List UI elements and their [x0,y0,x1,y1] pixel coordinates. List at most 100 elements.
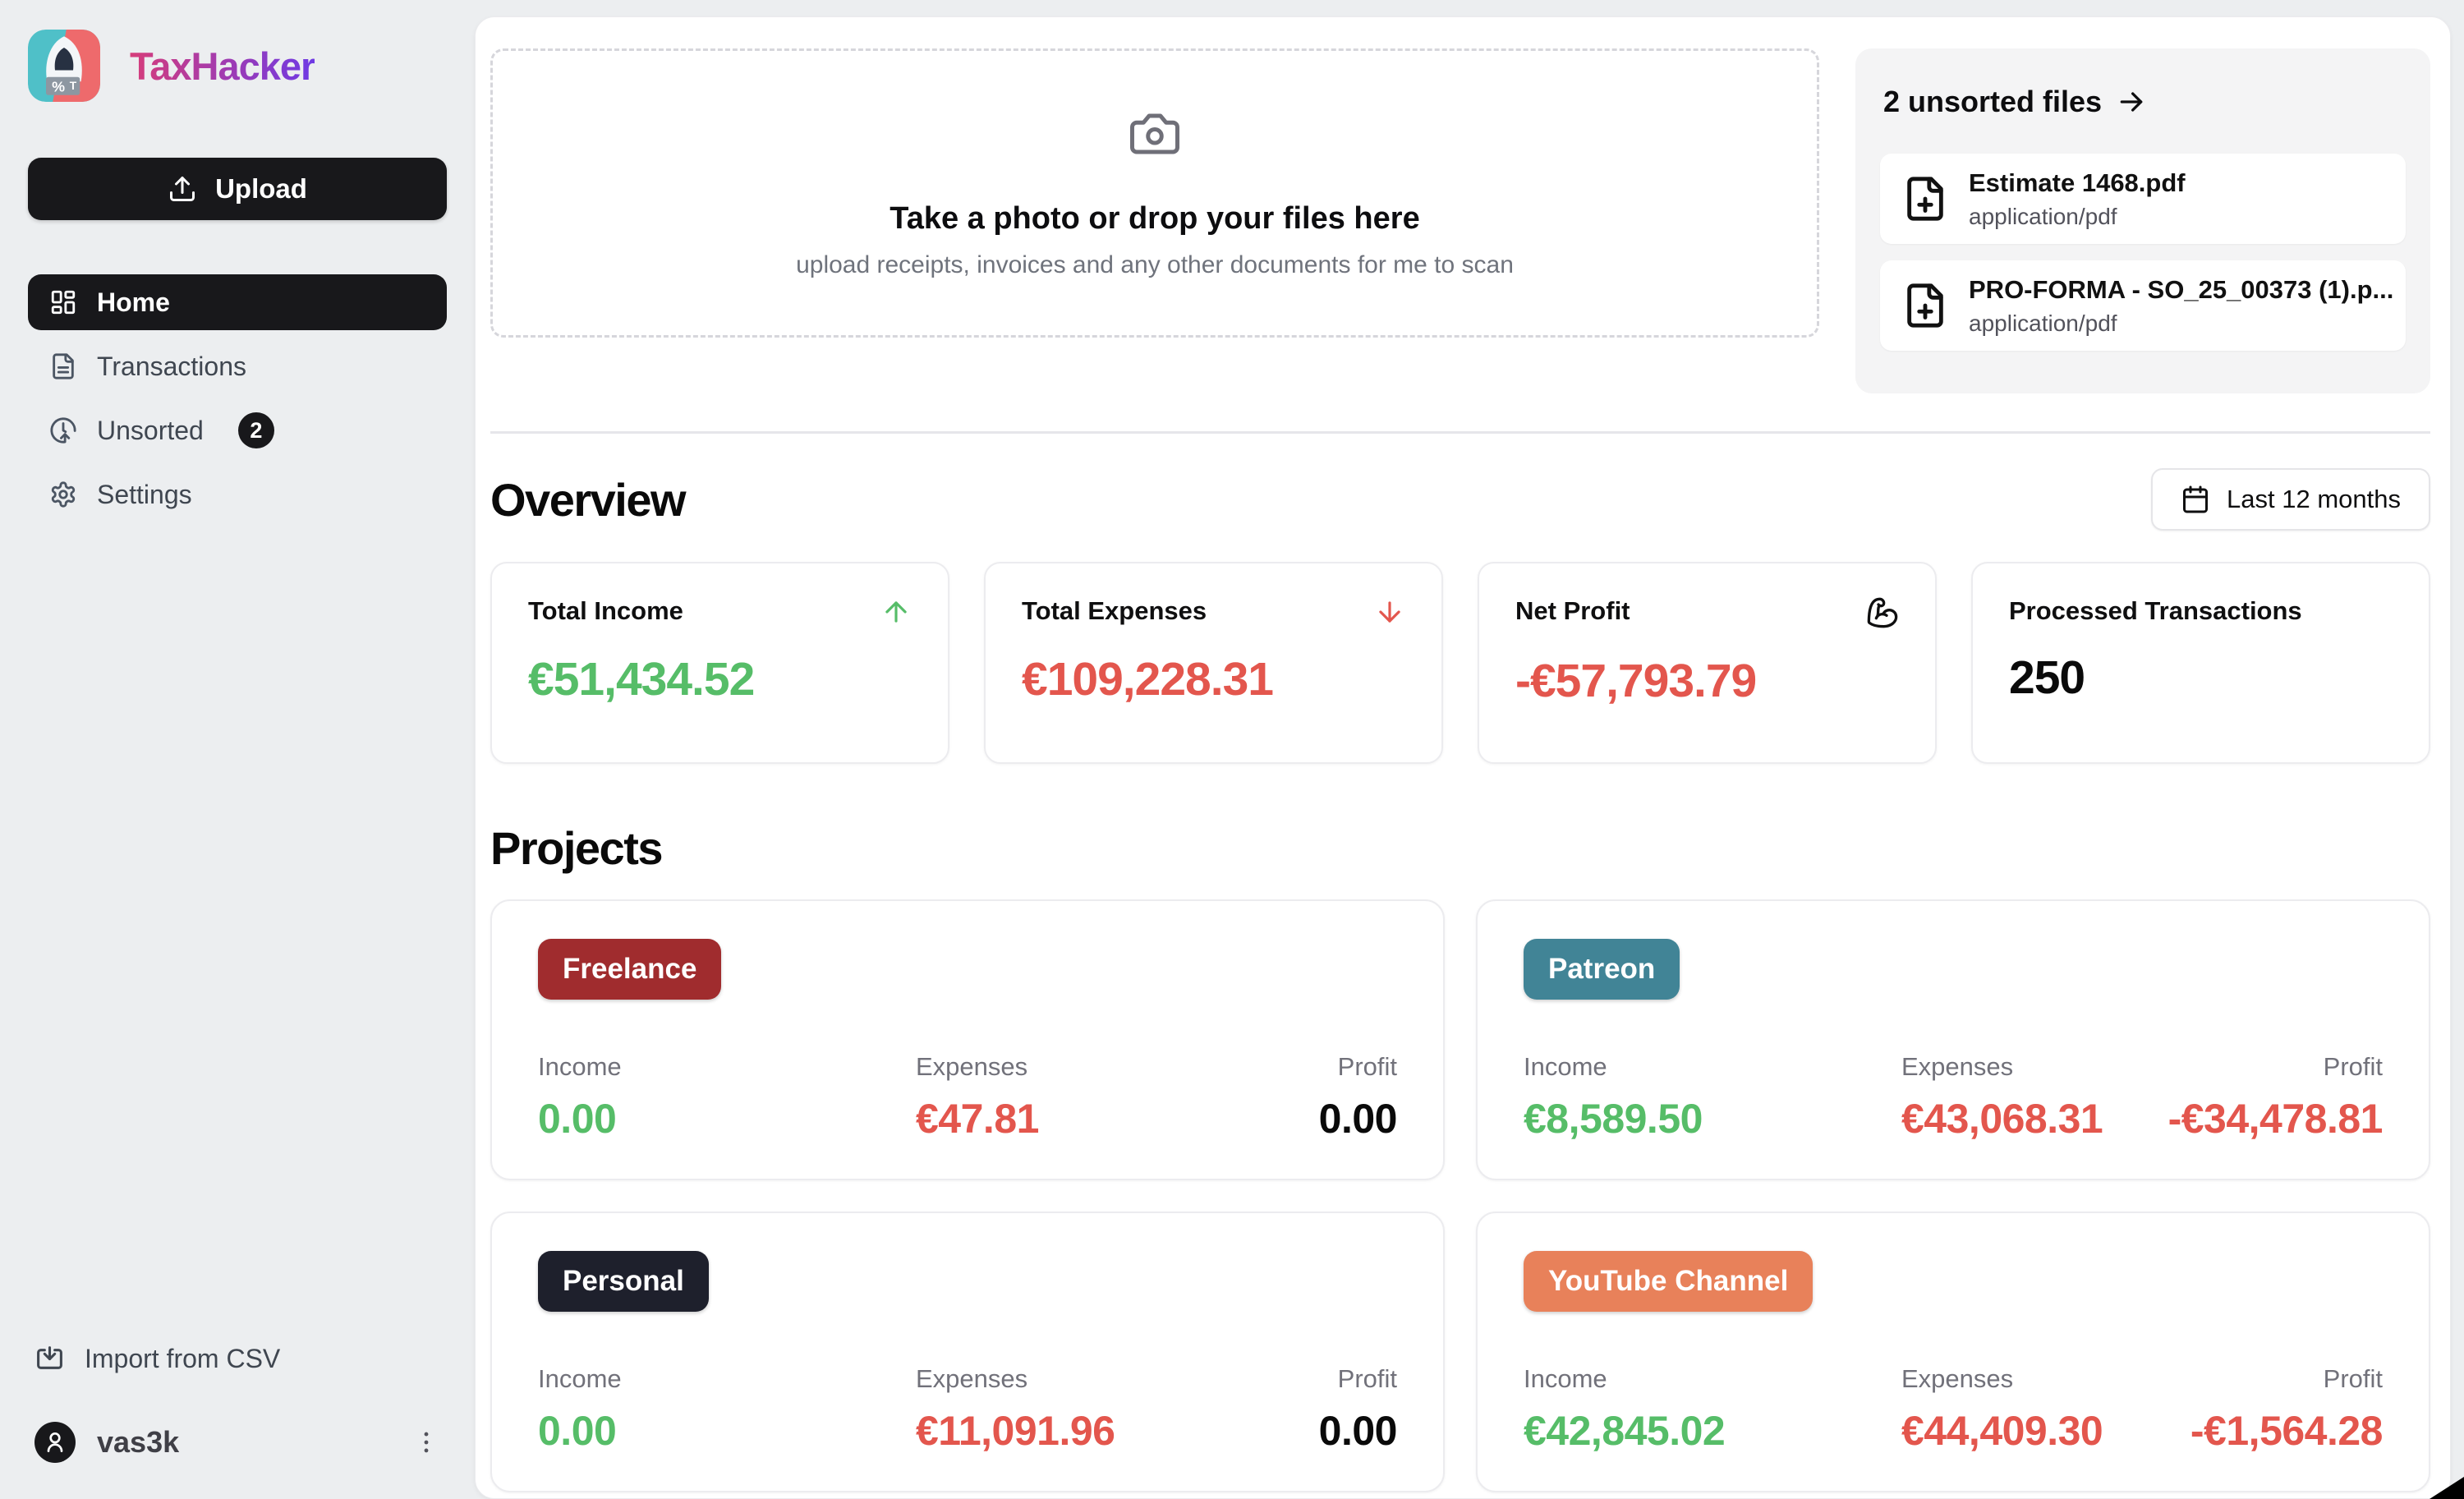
projects-grid: Freelance Income 0.00 Expenses €47.81 Pr… [490,899,2430,1492]
file-card[interactable]: PRO-FORMA - SO_25_00373 (1).p... applica… [1880,260,2406,351]
user-row[interactable]: vas3k [28,1422,447,1463]
project-profit: Profit 0.00 [1318,1364,1398,1455]
expenses-label: Expenses [916,1052,1028,1081]
file-dropzone[interactable]: Take a photo or drop your files here upl… [490,48,1819,338]
period-selector-button[interactable]: Last 12 months [2151,468,2430,531]
stat-value: -€57,793.79 [1515,655,1757,707]
file-plus-icon [1901,282,1949,329]
sidebar-item-unsorted[interactable]: Unsorted 2 [28,402,447,458]
expenses-value: €44,409.30 [1901,1408,2103,1454]
sidebar-item-label: Unsorted [97,415,204,445]
dropzone-title: Take a photo or drop your files here [890,201,1420,236]
file-type: application/pdf [1969,203,2117,229]
clock-arrow-up-icon [49,416,77,444]
expenses-label: Expenses [1901,1052,2014,1081]
stat-value: €109,228.31 [1022,653,1274,706]
stat-value: €51,434.52 [528,653,755,706]
stat-card-processed-transactions: Processed Transactions 250 [1971,562,2430,764]
profit-value: 0.00 [1318,1096,1398,1142]
stat-label: Total Income [528,596,683,625]
project-expenses: Expenses €43,068.31 [1901,1052,2168,1143]
project-profit: Profit 0.00 [1318,1052,1398,1143]
arrow-up-icon [880,596,912,628]
unsorted-files-link[interactable]: 2 unsorted files [1883,85,2406,119]
project-badge[interactable]: Freelance [538,939,722,1000]
project-card-personal: Personal Income 0.00 Expenses €11,091.96… [490,1212,1445,1492]
svg-text:%: % [52,79,65,95]
project-card-freelance: Freelance Income 0.00 Expenses €47.81 Pr… [490,899,1445,1180]
unsorted-files-title: 2 unsorted files [1883,85,2103,118]
stat-card-total-expenses: Total Expenses €109,228.31 [984,562,1443,764]
sidebar-item-label: Transactions [97,351,246,381]
unsorted-files-panel: 2 unsorted files Estimate 1468.pdf appli… [1855,48,2430,393]
expenses-label: Expenses [916,1364,1028,1393]
stat-card-net-profit: Net Profit -€57,793.79 [1478,562,1937,764]
project-expenses: Expenses €11,091.96 [916,1364,1319,1455]
sidebar-nav: Home Transactions Unsorted 2 Settings [28,274,447,522]
taxhacker-logo-image: % T [28,30,100,102]
project-badge[interactable]: Personal [538,1251,709,1312]
project-income: Income €8,589.50 [1524,1052,1901,1143]
projects-heading: Projects [490,822,664,874]
sidebar-item-settings[interactable]: Settings [28,467,447,522]
arrow-right-icon [2120,92,2143,112]
sidebar-spacer [28,522,447,1344]
sidebar-item-transactions[interactable]: Transactions [28,338,447,394]
sidebar: % T TaxHacker Upload Home [0,0,475,1499]
project-badge[interactable]: YouTube Channel [1524,1251,1814,1312]
file-name: PRO-FORMA - SO_25_00373 (1).p... [1969,274,2394,304]
profit-value: -€34,478.81 [2167,1096,2384,1142]
stat-label: Total Expenses [1022,596,1207,625]
upload-button[interactable]: Upload [28,158,447,220]
project-profit: Profit -€1,564.28 [2190,1364,2384,1455]
stat-value: 250 [2009,651,2085,704]
project-card-youtube-channel: YouTube Channel Income €42,845.02 Expens… [1476,1212,2430,1492]
income-value: €42,845.02 [1524,1408,1726,1454]
project-badge[interactable]: Patreon [1524,939,1680,1000]
file-card-text: PRO-FORMA - SO_25_00373 (1).p... applica… [1969,275,2393,337]
dropzone-subtitle: upload receipts, invoices and any other … [796,251,1514,278]
unsorted-count-badge: 2 [237,412,274,448]
upload-button-label: Upload [215,173,307,204]
camera-icon [1128,107,1182,165]
project-income: Income €42,845.02 [1524,1364,1901,1455]
file-plus-icon [1901,175,1949,223]
brand: % T TaxHacker [28,30,447,102]
dashboard-icon [49,288,77,316]
import-csv-button[interactable]: Import from CSV [28,1344,447,1374]
avatar [34,1422,76,1463]
sidebar-item-label: Settings [97,479,192,509]
file-text-icon [49,352,77,380]
profit-value: 0.00 [1318,1408,1398,1454]
project-card-patreon: Patreon Income €8,589.50 Expenses €43,06… [1476,899,2430,1180]
income-label: Income [1524,1052,1607,1081]
overview-header: Overview Last 12 months [490,468,2430,531]
svg-text:T: T [70,80,77,92]
expenses-value: €43,068.31 [1901,1096,2103,1142]
file-type: application/pdf [1969,310,2117,336]
expenses-value: €47.81 [916,1096,1039,1142]
income-value: 0.00 [538,1408,617,1454]
upload-icon [168,174,197,204]
profit-label: Profit [2323,1364,2383,1393]
sidebar-item-home[interactable]: Home [28,274,447,330]
profit-label: Profit [1337,1364,1397,1393]
stat-card-total-income: Total Income €51,434.52 [490,562,949,764]
arrow-down-icon [1374,596,1405,628]
sidebar-item-label: Home [97,287,170,317]
stat-label: Net Profit [1515,596,1630,625]
stat-label: Processed Transactions [2009,596,2302,625]
upload-area-row: Take a photo or drop your files here upl… [490,48,2430,393]
income-value: €8,589.50 [1524,1096,1703,1142]
project-expenses: Expenses €47.81 [916,1052,1319,1143]
profit-label: Profit [1337,1052,1397,1081]
section-divider [490,431,2430,434]
calendar-icon [2181,485,2210,514]
user-menu-button[interactable] [412,1428,440,1456]
file-card-text: Estimate 1468.pdf application/pdf [1969,168,2186,230]
taxhacker-logo: % T [28,30,100,102]
file-card[interactable]: Estimate 1468.pdf application/pdf [1880,154,2406,244]
import-icon [34,1344,65,1374]
income-label: Income [538,1364,622,1393]
